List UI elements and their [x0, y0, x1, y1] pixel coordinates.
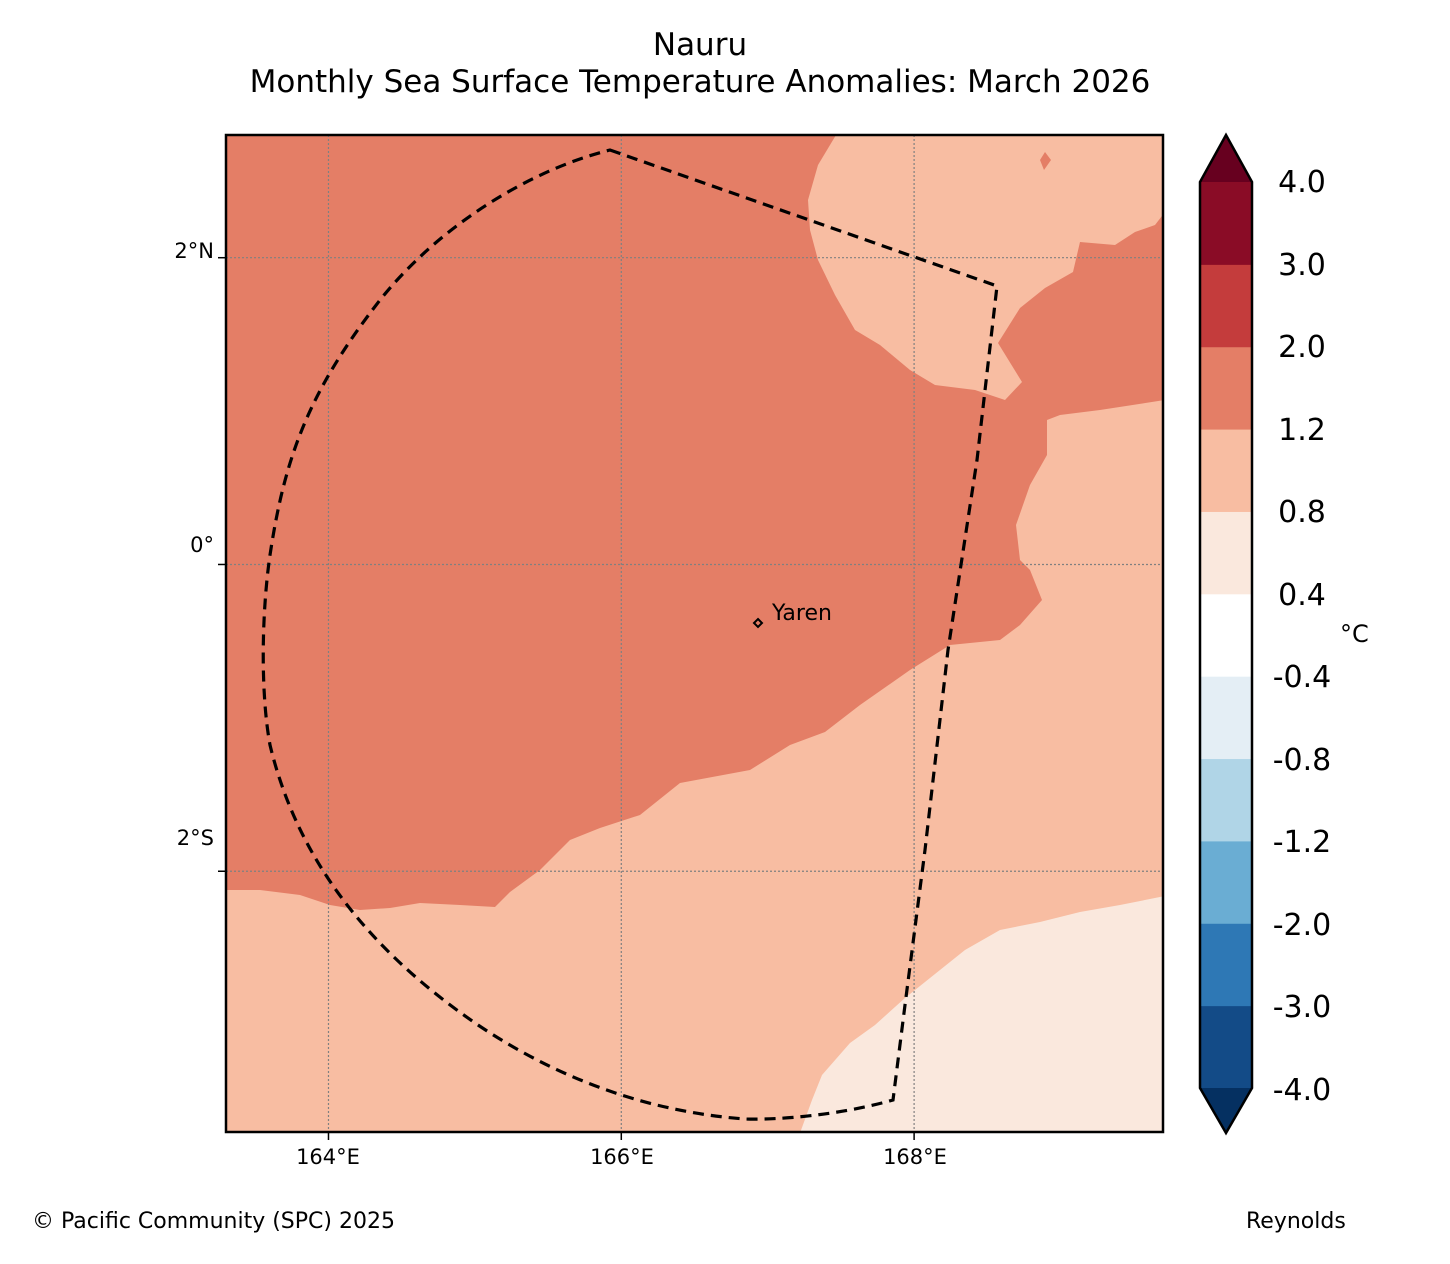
anomaly-region-1.2-2.0	[1040, 152, 1051, 170]
colorbar-segment	[1200, 593, 1252, 677]
colorbar-label: -4.0	[1272, 1073, 1332, 1108]
anomaly-region-0.4-0.8	[800, 896, 1163, 1132]
lon-label-166e: 166°E	[590, 1145, 654, 1169]
colorbar-label: -2.0	[1272, 908, 1332, 943]
colorbar-label: 0.8	[1278, 495, 1326, 530]
lat-label-2s: 2°S	[176, 826, 214, 850]
colorbar-segment	[1200, 264, 1252, 348]
lon-label-164e: 164°E	[296, 1145, 360, 1169]
lat-label-0: 0°	[190, 533, 214, 557]
colorbar-extend-max	[1200, 135, 1252, 182]
colorbar-label: 0.4	[1278, 578, 1326, 613]
map-frame	[224, 133, 1165, 1134]
colorbar-segment	[1200, 346, 1252, 430]
colorbar-label: -1.2	[1272, 825, 1332, 860]
anomaly-region-0.8-1.2	[226, 400, 1163, 1132]
colorbar-label: -3.0	[1272, 990, 1332, 1025]
colorbar-label: 1.2	[1278, 413, 1326, 448]
colorbar-label: -0.4	[1272, 660, 1332, 695]
sst-anomaly-field	[226, 135, 1163, 1132]
yaren-island-marker[interactable]	[752, 617, 764, 629]
map-subtitle: Monthly Sea Surface Temperature Anomalie…	[249, 64, 1151, 100]
colorbar-outline	[1198, 132, 1254, 1136]
colorbar-unit: °C	[1340, 620, 1369, 648]
colorbar-label: 2.0	[1278, 330, 1326, 365]
colorbar-label: -0.8	[1272, 743, 1332, 778]
copyright-credit: © Pacific Community (SPC) 2025	[32, 1209, 395, 1234]
data-source: Reynolds	[1246, 1209, 1346, 1234]
lat-label-2n: 2°N	[174, 239, 214, 263]
colorbar-segment	[1200, 429, 1252, 512]
gridlines	[226, 135, 1163, 1132]
colorbar-segment	[1200, 1005, 1252, 1089]
eez-boundary	[261, 148, 999, 1121]
anomaly-region-0.8-1.2	[808, 135, 1163, 400]
colorbar	[1198, 132, 1254, 1136]
colorbar-extend-min	[1200, 1088, 1252, 1133]
place-label-yaren: Yaren	[771, 601, 832, 626]
colorbar-segment	[1200, 182, 1252, 265]
lon-label-168e: 168°E	[883, 1145, 947, 1169]
colorbar-label: 4.0	[1278, 165, 1326, 200]
colorbar-segment	[1200, 676, 1252, 760]
colorbar-segment	[1200, 923, 1252, 1007]
colorbar-label: 3.0	[1278, 248, 1326, 283]
colorbar-segment	[1200, 511, 1252, 595]
map-title: Nauru	[652, 27, 748, 63]
colorbar-segment	[1200, 840, 1252, 924]
colorbar-segment	[1200, 758, 1252, 842]
